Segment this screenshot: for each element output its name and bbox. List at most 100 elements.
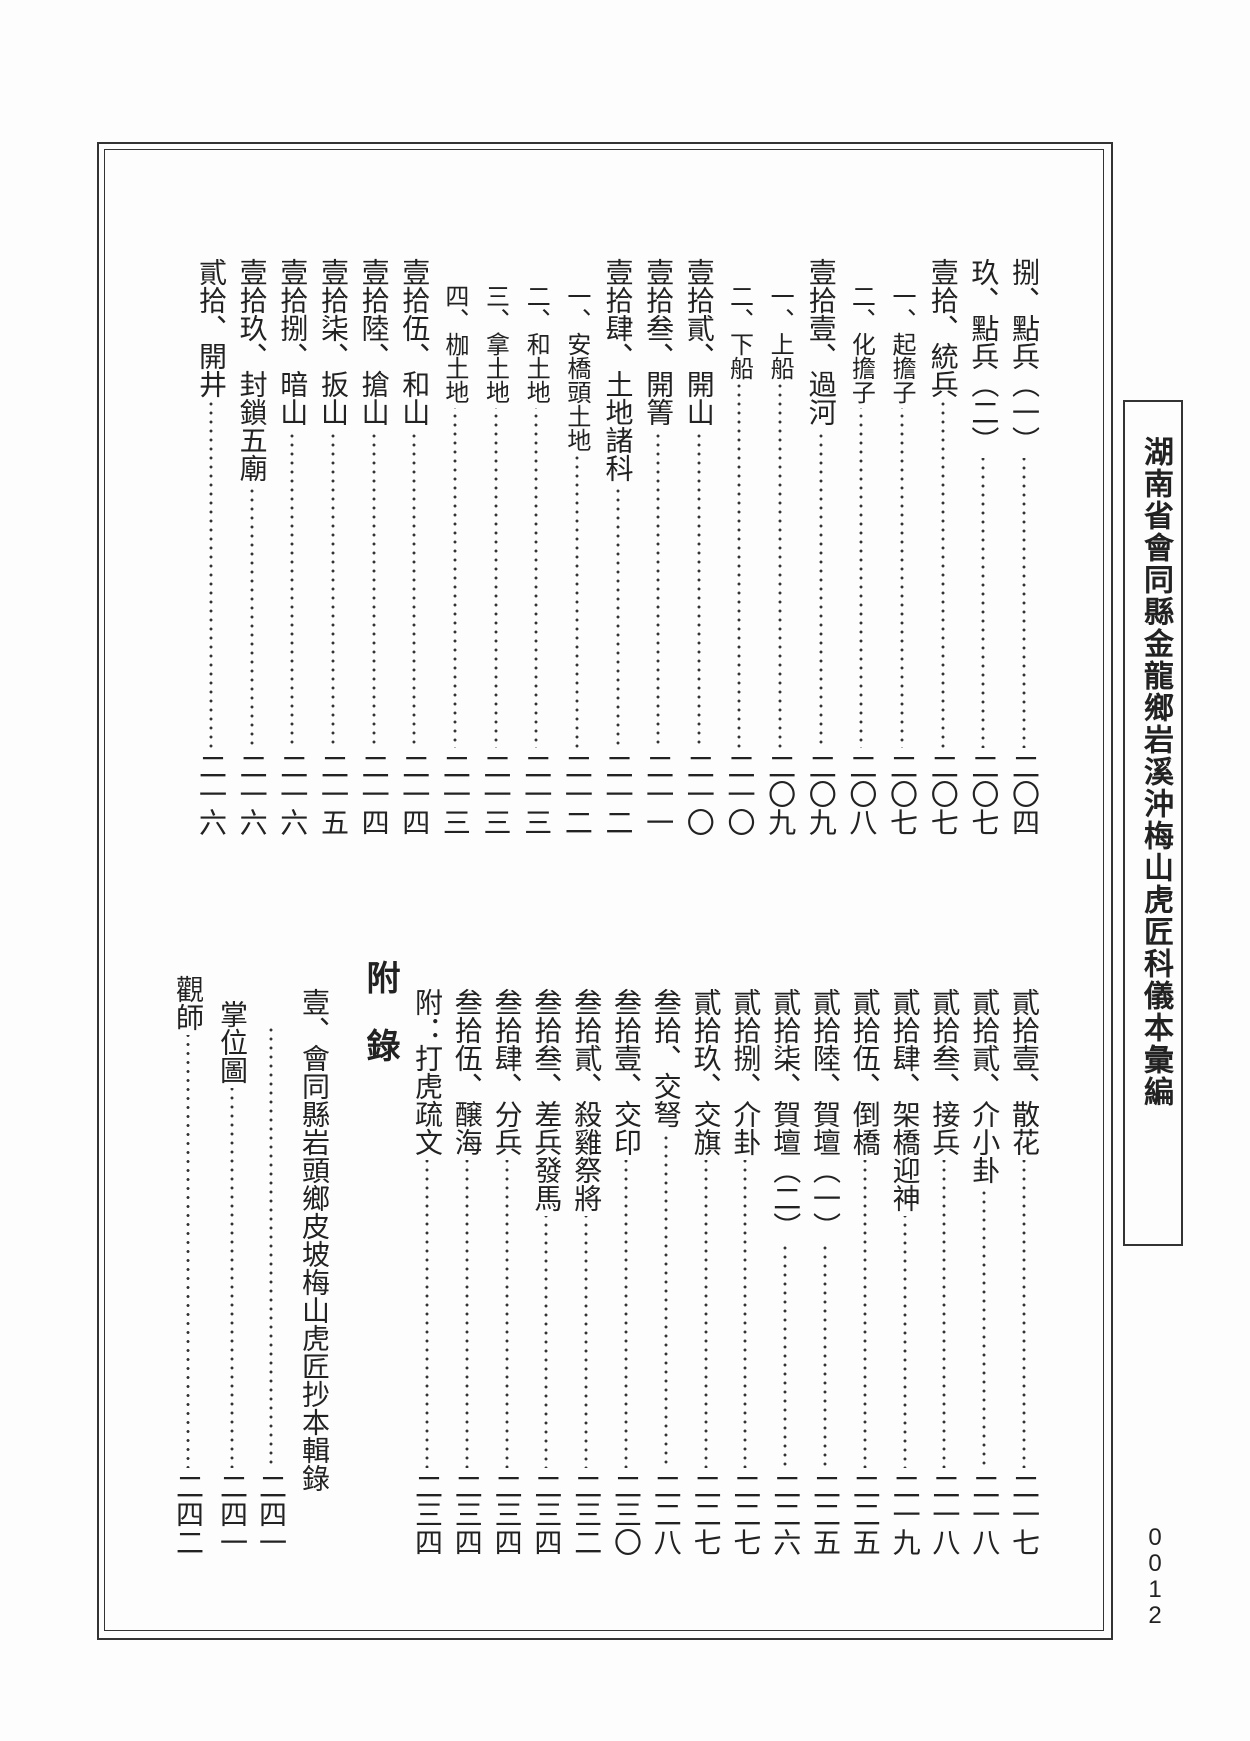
dot-leader <box>396 430 433 748</box>
dot-leader <box>488 1160 525 1468</box>
entry-label: 貳拾壹、散花 <box>1008 988 1041 1156</box>
toc-entry: 貳拾玖、交旗 二二七 <box>687 988 724 1556</box>
toc-entry: 附：打虎疏文 二三四 <box>409 988 445 1556</box>
entry-label: 三、拿土地 <box>481 284 510 404</box>
toc-entry: 壹拾陸、搶山 二一四 <box>355 258 392 836</box>
entry-label: 壹拾柒、扳山 <box>316 258 350 426</box>
entry-label: 一、上船 <box>766 284 795 380</box>
entry-page: 二一一 <box>642 752 676 836</box>
toc-entry: 貳拾貳、介小卦二一八 <box>966 988 1003 1556</box>
entry-page: 二一三 <box>479 752 513 836</box>
entry-page: 二二八 <box>649 1472 683 1556</box>
entry-page: 二三〇 <box>610 1472 643 1556</box>
toc-entry: 三、拿土地 二一三 <box>477 284 514 836</box>
entry-label: 二、和土地 <box>522 284 551 404</box>
dot-leader <box>846 1160 883 1468</box>
entry-page: 二一六 <box>235 752 269 836</box>
toc-entry: 貳拾伍、倒橋 二二五 <box>846 988 883 1556</box>
dot-leader <box>608 1160 644 1468</box>
toc-entry: 壹拾伍、和山 二一四 <box>396 258 433 836</box>
toc-entry: 叁拾壹、交印 二三〇 <box>608 988 644 1556</box>
entry-page: 二一四 <box>398 752 432 836</box>
entry-page: 二二五 <box>848 1472 882 1556</box>
entry-label: 貳拾叁、接兵 <box>928 988 962 1156</box>
dot-leader <box>966 1188 1003 1468</box>
toc-entry: 二、和土地 二一三 <box>518 284 555 836</box>
toc-entry: 貳拾陸、賀壇（一） 二二五 <box>807 988 843 1556</box>
entry-page: 二一二 <box>601 752 635 836</box>
dot-leader <box>214 1088 250 1468</box>
entry-page: 二一八 <box>968 1472 1002 1556</box>
toc-entry: 壹拾捌、暗山 二一六 <box>274 258 311 836</box>
dot-leader <box>193 402 229 748</box>
dot-leader <box>886 1216 923 1468</box>
dot-leader <box>253 1024 289 1468</box>
toc-entry: 二四一 <box>253 1020 289 1556</box>
dot-leader <box>884 408 921 748</box>
entry-label: 貳拾貳、介小卦 <box>968 988 1002 1184</box>
toc-entry: 壹拾肆、土地諸科二一二 <box>599 258 636 836</box>
dot-leader <box>965 458 1002 748</box>
entry-page: 二一七 <box>1008 1472 1041 1556</box>
entry-label: 壹拾肆、土地諸科 <box>601 258 635 482</box>
entry-label: 掌位圖 <box>216 1000 249 1084</box>
toc-entry: 觀師 二四二 <box>170 975 206 1556</box>
entry-label: 壹拾陸、搶山 <box>357 258 391 426</box>
dot-leader <box>1006 1160 1042 1468</box>
dot-leader <box>528 1216 565 1468</box>
toc-entry: 貳拾柒、賀壇（二） 二二六 <box>767 988 804 1556</box>
entry-label: 捌、點兵（一） <box>1008 258 1041 454</box>
entry-label: 貳拾伍、倒橋 <box>848 988 882 1156</box>
entry-label: 附：打虎疏文 <box>411 988 444 1156</box>
entry-label: 貳拾肆、架橋迎神 <box>888 988 922 1212</box>
entry-label: 貳拾柒、賀壇（二） <box>769 988 803 1240</box>
toc-entry: 貳拾肆、架橋迎神二一九 <box>886 988 923 1556</box>
toc-entry: 壹拾壹、過河 二〇九 <box>802 258 839 836</box>
dot-leader <box>926 1160 963 1468</box>
entry-page: 二一三 <box>520 752 554 836</box>
entry-label: 叁拾叁、差兵發馬 <box>530 988 564 1212</box>
dot-leader <box>1006 458 1042 748</box>
entry-page: 二一九 <box>888 1472 922 1556</box>
entry-page: 二〇七 <box>886 752 920 836</box>
entry-label: 壹、會同縣岩頭鄉皮坡梅山虎匠抄本輯錄 <box>298 988 331 1492</box>
entry-label: 壹拾壹、過河 <box>804 258 838 426</box>
entry-page: 二二七 <box>689 1472 723 1556</box>
toc-entry: 玖、點兵（二） 二〇七 <box>965 258 1002 836</box>
dot-leader <box>448 1160 485 1468</box>
entry-label: 二、下船 <box>725 284 754 380</box>
toc-entry: 壹拾貳、開山 二一〇 <box>680 258 717 836</box>
dot-leader <box>727 1160 764 1468</box>
toc-entry: 四、枷土地 二一三 <box>436 284 473 836</box>
entry-page: 二一六 <box>276 752 310 836</box>
dot-leader <box>409 1160 445 1468</box>
entry-label: 壹拾捌、暗山 <box>276 258 310 426</box>
dot-leader <box>314 430 351 748</box>
toc-entry: 貳拾捌、介卦 二二七 <box>727 988 764 1556</box>
toc-entry: 叁拾伍、醸海 二三四 <box>448 988 485 1556</box>
toc-entry: 貳拾叁、接兵 二一八 <box>926 988 963 1556</box>
entry-label: 叁拾伍、醸海 <box>450 988 484 1156</box>
entry-page: 二四一 <box>255 1472 288 1556</box>
toc-entry: 一、安橋頭土地 二一二 <box>558 284 595 836</box>
entry-label: 貳拾陸、賀壇（一） <box>809 988 842 1240</box>
toc-entry: 叁拾叁、差兵發馬 二三四 <box>528 988 565 1556</box>
entry-label: 叁拾貳、殺雞祭將 <box>570 988 604 1212</box>
toc-entry: 一、上船 二〇九 <box>762 284 799 836</box>
entry-page: 二三二 <box>570 1472 604 1556</box>
appendix-heading: 附 錄 <box>360 960 400 1062</box>
entry-label: 貳拾玖、交旗 <box>689 988 723 1156</box>
dot-leader <box>802 430 839 748</box>
entry-page: 二三四 <box>490 1472 524 1556</box>
dot-leader <box>924 402 961 748</box>
entry-label: 貳拾捌、介卦 <box>729 988 763 1156</box>
entry-page: 二四一 <box>216 1472 249 1556</box>
dot-leader <box>170 1035 206 1468</box>
dot-leader <box>355 430 392 748</box>
entry-label: 一、安橋頭土地 <box>562 284 591 452</box>
dot-leader <box>233 486 270 748</box>
dot-leader <box>568 1216 605 1468</box>
entry-label: 觀師 <box>172 975 205 1031</box>
page-number: 0012 <box>1148 1524 1162 1629</box>
